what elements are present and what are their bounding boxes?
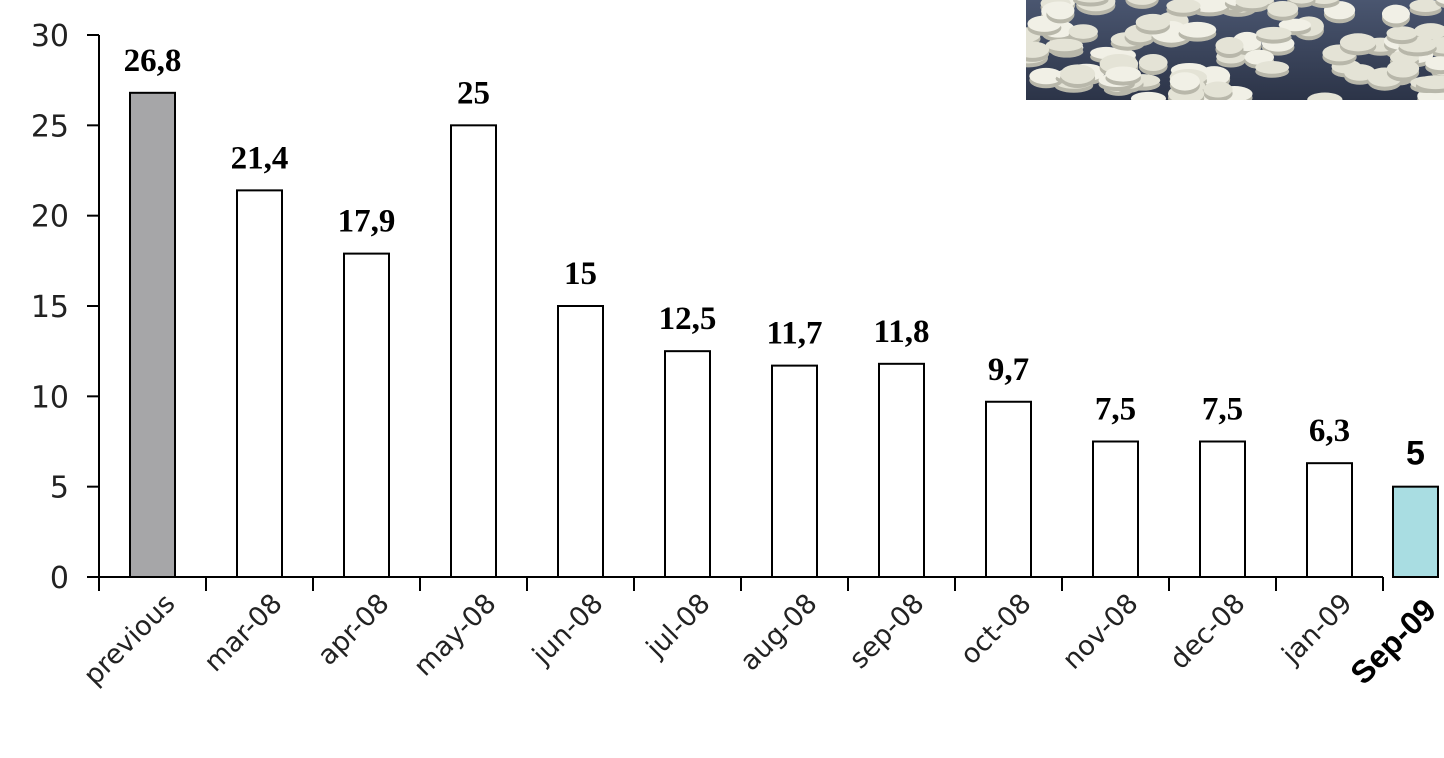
bar-jul-08 — [664, 350, 711, 578]
y-tick-label: 0 — [50, 561, 69, 596]
bar-jun-08 — [557, 305, 604, 578]
category-label: nov-08 — [1057, 588, 1145, 676]
bar-may-08 — [450, 124, 497, 578]
data-label: 7,5 — [1095, 392, 1136, 428]
data-label: 6,3 — [1309, 413, 1350, 449]
data-label: 15 — [564, 256, 597, 292]
bar-oct-08 — [985, 400, 1032, 578]
category-label: apr-08 — [312, 588, 396, 672]
category-label: jun-08 — [526, 588, 609, 671]
chart-axes: 0 5 10 15 20 25 30 — [31, 19, 1384, 596]
y-tick-label: 30 — [31, 19, 69, 54]
data-label: 7,5 — [1202, 392, 1243, 428]
y-tick-label: 20 — [31, 200, 69, 235]
white-pills-photo — [1026, 0, 1444, 100]
y-tick-label: 5 — [50, 471, 69, 506]
category-label: oct-08 — [955, 588, 1038, 671]
category-label: aug-08 — [734, 588, 823, 677]
category-label: jul-08 — [640, 588, 717, 665]
chart-bars — [129, 91, 1439, 579]
data-label: 26,8 — [124, 43, 182, 79]
data-label: 11,8 — [874, 314, 930, 350]
bar-sep-09 — [1392, 485, 1439, 578]
data-label: 12,5 — [659, 301, 717, 337]
bar-previous — [129, 91, 176, 579]
bar-mar-08 — [236, 189, 283, 579]
y-tick-label: 10 — [31, 380, 69, 415]
data-label: 5 — [1406, 435, 1425, 473]
category-label: sep-08 — [844, 588, 931, 675]
y-tick-label: 25 — [31, 109, 69, 144]
category-label: previous — [78, 588, 182, 692]
bar-dec-08 — [1199, 440, 1246, 578]
category-label: jan-09 — [1276, 588, 1359, 671]
category-label: may-08 — [408, 588, 502, 682]
chart-data-labels: 26,8 21,4 17,9 25 15 12,5 11,7 11,8 9,7 7,5 7,5 6,3… — [124, 43, 1425, 473]
data-label: 25 — [457, 75, 490, 111]
category-label: mar-08 — [198, 588, 288, 678]
bar-nov-08 — [1092, 440, 1139, 578]
chart-category-labels: previous mar-08 apr-08 may-08 jun-08 jul-08 au… — [78, 588, 1443, 692]
bar-sep-08 — [878, 362, 925, 578]
data-label: 21,4 — [231, 140, 289, 176]
bar-aug-08 — [771, 364, 818, 578]
category-label: Sep-09 — [1343, 591, 1443, 691]
data-label: 11,7 — [767, 316, 823, 352]
data-label: 9,7 — [988, 352, 1029, 388]
bar-apr-08 — [343, 252, 390, 579]
bar-jan-09 — [1306, 462, 1353, 578]
category-label: dec-08 — [1164, 588, 1251, 675]
data-label: 17,9 — [338, 204, 396, 240]
y-tick-label: 15 — [31, 290, 69, 325]
